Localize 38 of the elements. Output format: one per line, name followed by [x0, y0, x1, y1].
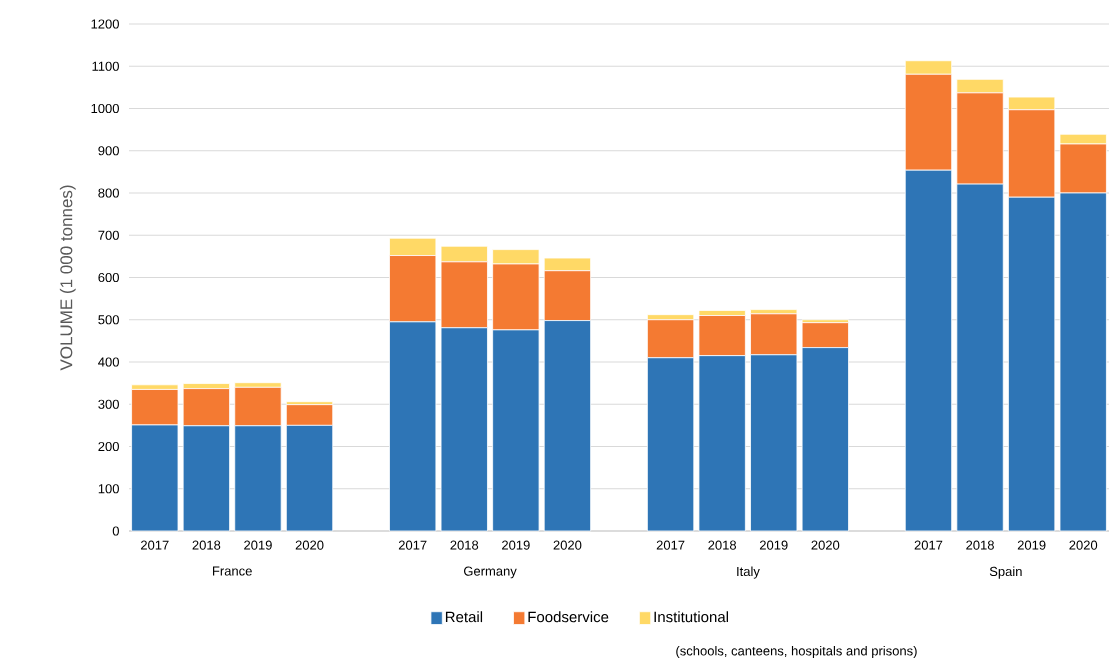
text: France [213, 566, 252, 576]
text: Spain [989, 566, 1022, 579]
x-tick-label: 2019 [502, 540, 530, 550]
text: (schools, canteens, hospitals and prisons) [676, 645, 917, 659]
y-tick-label: 500 [98, 315, 119, 325]
y-tick-label: 400 [98, 357, 119, 367]
x-tick-label: 2020 [1069, 540, 1098, 550]
x-tick-label: 2018 [192, 540, 221, 550]
y-tick-label: 600 [98, 272, 119, 283]
y-tick-label: 100 [98, 484, 119, 494]
y-tick-label: 900 [98, 146, 119, 156]
x-tick-label: 2020 [811, 540, 840, 550]
x-tick-label: 2017 [398, 540, 427, 550]
y-axis-title: VOLUME (1 000 tonnes) [59, 185, 76, 371]
x-tick-label: 2018 [966, 540, 994, 550]
x-tick-label: 2018 [450, 540, 479, 550]
x-tick-label: 2020 [295, 540, 324, 550]
y-tick-label: 200 [98, 441, 119, 452]
y-tick-label: 1000 [91, 103, 119, 114]
legend-label: Retail [445, 611, 483, 623]
y-tick-label: 0 [112, 526, 119, 536]
x-tick-label: 2017 [914, 540, 943, 550]
x-tick-label: 2019 [1017, 540, 1046, 550]
text: Germany [463, 566, 517, 579]
text: Italy [737, 566, 760, 579]
legend-label: Foodservice [528, 611, 609, 623]
x-tick-label: 2017 [656, 540, 685, 550]
y-tick-label: 300 [98, 399, 119, 409]
x-tick-label: 2019 [244, 540, 272, 550]
y-tick-label: 1100 [92, 61, 119, 71]
y-tick-label: 1200 [91, 19, 119, 29]
x-tick-label: 2020 [553, 540, 582, 550]
legend-label: Institutional [654, 611, 728, 623]
x-tick-label: 2017 [141, 540, 169, 550]
y-tick-label: 700 [98, 230, 119, 240]
y-tick-label: 800 [98, 188, 119, 198]
x-tick-label: 2018 [708, 540, 737, 550]
x-tick-label: 2019 [759, 540, 788, 550]
